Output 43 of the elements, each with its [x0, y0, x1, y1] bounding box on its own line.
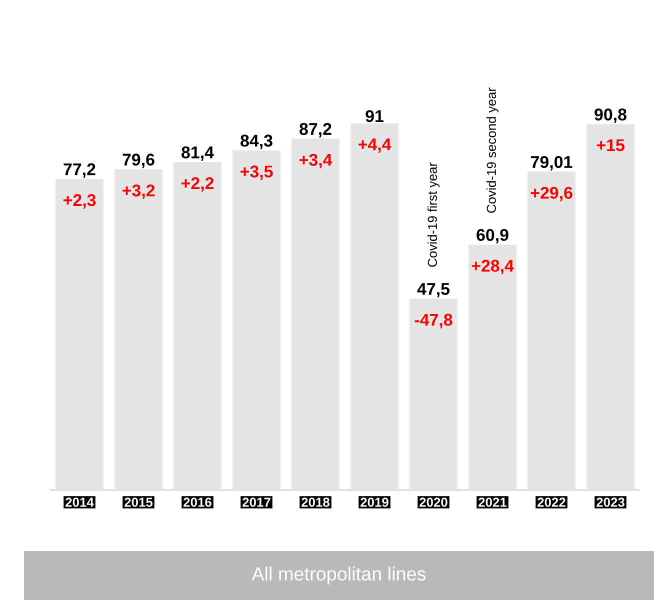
data-label: 47,5: [417, 283, 450, 298]
x-tick-label: 2023: [596, 498, 624, 507]
bar: [528, 172, 576, 490]
bar: [410, 298, 458, 490]
data-label: 91: [366, 110, 384, 122]
annotation: -47,8: [414, 314, 452, 328]
x-tick-label: 2019: [360, 498, 388, 507]
annotation: Covid-19 second year: [486, 88, 499, 213]
bar: [350, 123, 399, 490]
data-label: 60,9: [476, 228, 508, 244]
data-label: 90,8: [594, 108, 626, 123]
data-label: 84,3: [240, 134, 272, 150]
data-label: 87,2: [300, 122, 332, 138]
x-tick-label: 2022: [538, 498, 566, 507]
annotation: +29,6: [530, 186, 572, 202]
bar: [292, 138, 340, 490]
bar: [468, 244, 517, 490]
annotation: +3,2: [122, 184, 155, 199]
annotation: +2,3: [64, 194, 96, 209]
x-tick-label: 2015: [124, 498, 153, 507]
bar: [232, 150, 280, 490]
x-tick-label: 2016: [184, 498, 212, 507]
annotation: +2,2: [182, 177, 214, 192]
bar: [114, 169, 162, 490]
annotation: Covid-19 first year: [427, 162, 440, 267]
data-label: 79,6: [122, 154, 154, 168]
bar: [174, 162, 222, 490]
annotation: +15: [596, 139, 624, 152]
x-tick-label: 2018: [302, 498, 330, 507]
x-tick-label: 2021: [478, 498, 507, 507]
data-label: 77,2: [64, 163, 96, 178]
bar: [56, 178, 104, 490]
x-tick-label: 2017: [242, 498, 270, 507]
annotation: +3,4: [300, 154, 332, 168]
x-tick-label: 2014: [66, 498, 94, 507]
annotation: +28,4: [472, 260, 514, 274]
data-label: 81,4: [182, 146, 214, 161]
bar: [586, 124, 635, 490]
x-tick-label: 2020: [420, 498, 448, 507]
annotation: +4,4: [358, 138, 392, 153]
annotation: +3,5: [240, 166, 273, 180]
data-label: 79,01: [531, 156, 572, 170]
text: All metropolitan lines: [252, 566, 426, 584]
